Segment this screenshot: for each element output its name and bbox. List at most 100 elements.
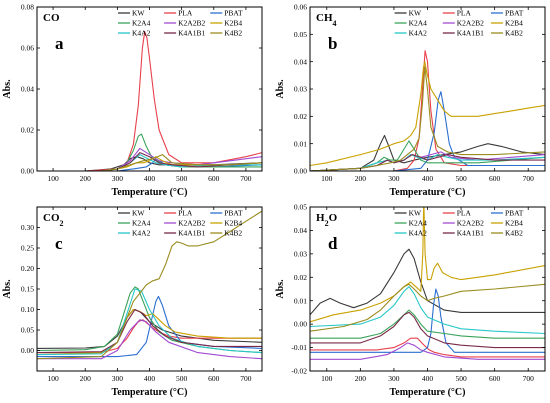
x-axis-title: Temperature (°C) [390,387,466,398]
series-line-k2a4 [310,309,545,339]
series-line-k4b2 [310,283,545,332]
legend-label-k4a2: K4A2 [409,229,428,238]
x-axis-title: Temperature (°C) [390,187,466,198]
legend: KW PLA PBAT K2A4 K2A2B2 K2B4 K4A2 K4A1B1 K4B2 [118,9,243,38]
series-line-k2b4 [310,61,545,167]
series-group [310,50,545,171]
legend-label-k2a2b2: K2A2B2 [457,219,484,228]
legend-label-k4b2: K4B2 [224,229,242,238]
series-line-k4b2 [310,66,545,171]
y-tick-label: 0.02 [294,112,307,121]
y-tick-label: 0.06 [294,3,307,12]
series-line-pbat [310,91,545,171]
legend-label-pbat: PBAT [505,9,524,18]
panel-letter: c [55,234,63,253]
y-tick-label: 0.03 [294,85,307,94]
x-tick-label: 100 [321,174,333,183]
legend-label-k4a1b1: K4A1B1 [178,229,205,238]
legend-label-kw: KW [132,9,145,18]
series-line-k4a2 [310,154,545,171]
series-line-pla [310,337,545,358]
x-tick-label: 100 [321,374,333,383]
y-tick-label: 0.20 [21,264,34,273]
series-line-pbat [310,288,545,353]
legend-label-pbat: PBAT [505,209,524,218]
gas-label: CH4 [316,12,337,28]
y-axis-title: Abs. [2,279,13,299]
y-tick-label: 0.10 [21,305,34,314]
series-line-k2a2b2 [310,342,545,360]
x-tick-label: 200 [80,174,92,183]
series-line-k4a1b1 [310,154,545,171]
legend-label-k4a1b1: K4A1B1 [457,29,484,38]
legend-label-kw: KW [409,209,422,218]
y-tick-label: 0.02 [21,126,34,135]
y-tick-label: 0.00 [21,346,34,355]
legend-label-pbat: PBAT [224,9,243,18]
y-tick-label: 0.30 [21,223,34,232]
x-tick-label: 200 [355,374,367,383]
legend-label-kw: KW [409,9,422,18]
y-tick-label: 0.05 [21,326,34,335]
x-tick-label: 400 [144,174,156,183]
y-tick-label: -0.02 [291,367,307,376]
x-axis-title: Temperature (°C) [112,387,188,398]
gas-label: CO [43,12,60,24]
legend-label-k4a1b1: K4A1B1 [178,29,205,38]
legend-label-k2b4: K2B4 [505,19,523,28]
series-line-k4a1b1 [37,308,262,354]
legend-label-pla: PLA [457,9,472,18]
panel-b: 100 200 300 400 500 600 700 0.00 0.01 0.02 0.03 0.0… [275,3,546,198]
legend-label-k2a4: K2A4 [132,19,151,28]
series-line-k2a4 [37,286,262,354]
legend-label-k2b4: K2B4 [224,19,242,28]
series-line-k4b2 [37,154,262,171]
x-tick-label: 400 [422,174,434,183]
legend-label-k4b2: K4B2 [505,229,523,238]
gas-label: H2O [316,212,338,228]
x-tick-label: 400 [422,374,434,383]
x-tick-label: 600 [208,374,220,383]
x-tick-label: 700 [523,374,535,383]
x-tick-label: 500 [176,374,188,383]
x-tick-label: 400 [144,374,156,383]
x-tick-label: 600 [489,374,501,383]
series-line-k2a4 [310,140,545,171]
legend-label-k2b4: K2B4 [505,219,523,228]
y-tick-label: 0.04 [294,226,307,235]
x-tick-label: 300 [112,174,124,183]
x-tick-label: 700 [240,374,252,383]
legend-label-k2a2b2: K2A2B2 [178,219,205,228]
panel-c: 100 200 300 400 500 600 700 0.00 0.05 0.10 0.15 0.2… [2,206,263,398]
y-tick-label: 0.02 [294,273,307,282]
x-tick-label: 500 [176,174,188,183]
y-tick-label: 0.04 [294,57,307,66]
x-tick-label: 300 [112,374,124,383]
y-tick-label: 0.15 [21,285,34,294]
legend-label-k2a2b2: K2A2B2 [457,19,484,28]
x-tick-label: 500 [455,174,467,183]
x-tick-label: 700 [523,174,535,183]
legend-label-pla: PLA [178,209,193,218]
y-axis-title: Abs. [2,79,13,99]
legend: KW PLA PBAT K2A4 K2A2B2 K2B4 K4A2 K4A1B1 K4B2 [394,9,524,38]
legend-label-k2a4: K2A4 [409,219,428,228]
legend: KW PLA PBAT K2A4 K2A2B2 K2B4 K4A2 K4A1B1 K4B2 [394,209,524,238]
x-tick-label: 200 [355,174,367,183]
series-group [310,207,545,360]
legend-label-pla: PLA [457,209,472,218]
x-tick-label: 500 [455,374,467,383]
series-line-pla [37,31,262,171]
y-tick-label: 0.05 [294,30,307,39]
legend-label-k4a1b1: K4A1B1 [457,229,484,238]
y-tick-label: 0.05 [294,203,307,212]
x-tick-label: 300 [388,374,400,383]
legend-label-pbat: PBAT [224,209,243,218]
y-tick-label: 0.01 [294,296,307,305]
panel-a: 100 200 300 400 500 600 700 0.00 0.02 0.04 0.06 0.0… [2,3,263,198]
panel-letter: a [55,34,64,53]
series-line-k4b2 [37,210,262,360]
legend-label-k2a4: K2A4 [132,219,151,228]
x-tick-label: 100 [47,174,59,183]
